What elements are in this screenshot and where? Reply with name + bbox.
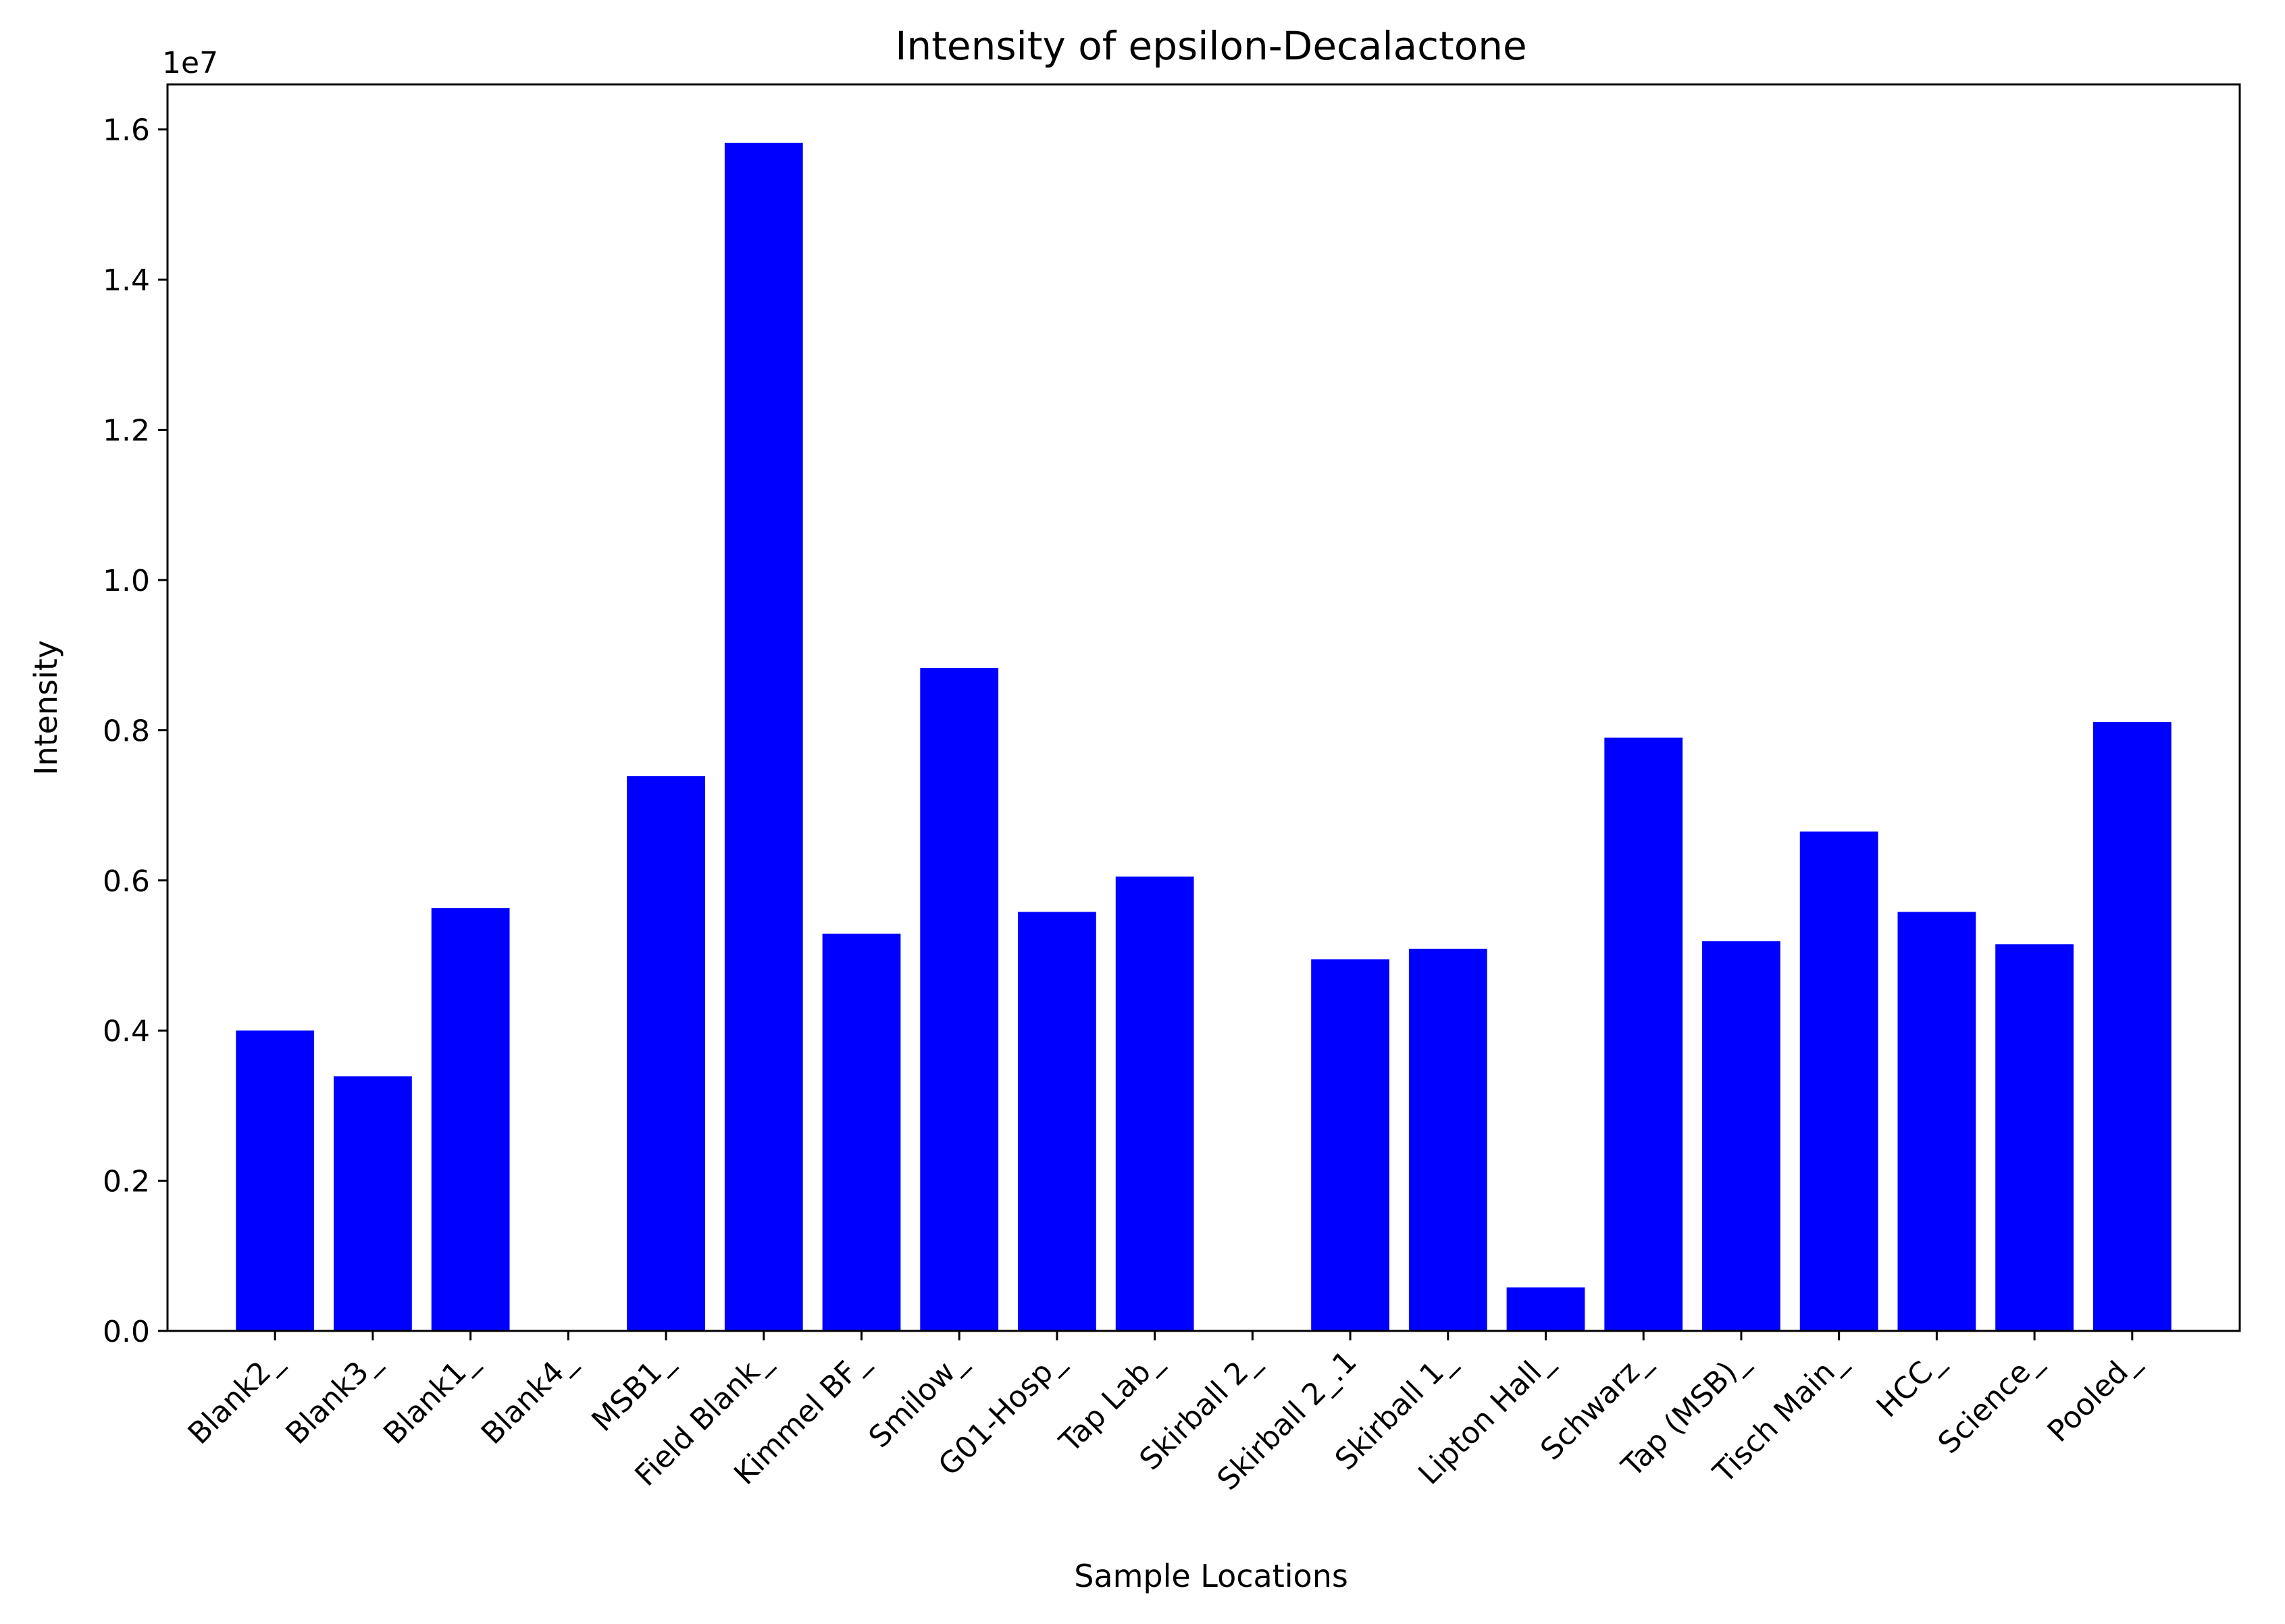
x-axis-ticks: Blank2_Blank3_Blank1_Blank4_ MSB1_Field B… <box>182 1331 2147 1497</box>
bar-13 <box>1506 1287 1585 1331</box>
bar-0 <box>236 1030 315 1331</box>
bar-9 <box>1115 876 1194 1331</box>
x-tick-label: Blank4_ <box>475 1344 582 1451</box>
y-tick-label: 0.6 <box>103 864 150 899</box>
y-tick-label: 0.8 <box>103 714 150 748</box>
y-axis-ticks: 0.0 0.2 0.4 0.6 0.8 1.0 1.2 1.4 1.6 <box>103 113 168 1349</box>
bar-1 <box>334 1076 412 1331</box>
bar-2 <box>431 908 510 1331</box>
y-axis-offset-label: 1e7 <box>162 46 218 80</box>
plot-frame <box>166 83 2241 1332</box>
chart-title: Intensity of epsilon-Decalactone <box>895 23 1526 69</box>
bars-group <box>236 142 2172 1332</box>
y-tick-label: 0.4 <box>103 1014 150 1049</box>
x-axis-label: Sample Locations <box>1074 1558 1348 1594</box>
x-tick-label: MSB1_ <box>585 1344 679 1438</box>
bar-11 <box>1311 959 1389 1331</box>
y-tick-label: 0.2 <box>103 1165 150 1199</box>
x-tick-label: Science_ <box>1932 1344 2049 1461</box>
y-tick-label: 1.0 <box>103 564 150 598</box>
x-tick-label: Blank1_ <box>377 1344 484 1451</box>
bar-14 <box>1604 737 1683 1331</box>
y-axis-label: Intensity <box>28 640 64 775</box>
y-tick-label: 0.0 <box>103 1315 150 1349</box>
x-tick-label: HCC_ <box>1870 1344 1951 1424</box>
y-tick-label: 1.4 <box>103 263 150 298</box>
x-tick-label: Blank2_ <box>182 1344 289 1451</box>
bar-4 <box>627 776 705 1331</box>
bar-8 <box>1018 912 1096 1331</box>
y-tick-label: 1.6 <box>103 113 150 148</box>
bar-6 <box>822 933 901 1331</box>
x-tick-label: Pooled_ <box>2041 1344 2147 1449</box>
bar-12 <box>1408 948 1487 1331</box>
bar-16 <box>1799 831 1878 1331</box>
bar-7 <box>920 668 999 1331</box>
bar-19 <box>2093 722 2172 1331</box>
bar-5 <box>724 142 803 1332</box>
bar-15 <box>1702 941 1780 1331</box>
y-tick-label: 1.2 <box>103 414 150 448</box>
x-tick-label: Blank3_ <box>279 1344 386 1451</box>
bar-17 <box>1897 912 1976 1331</box>
bar-18 <box>1995 944 2074 1331</box>
